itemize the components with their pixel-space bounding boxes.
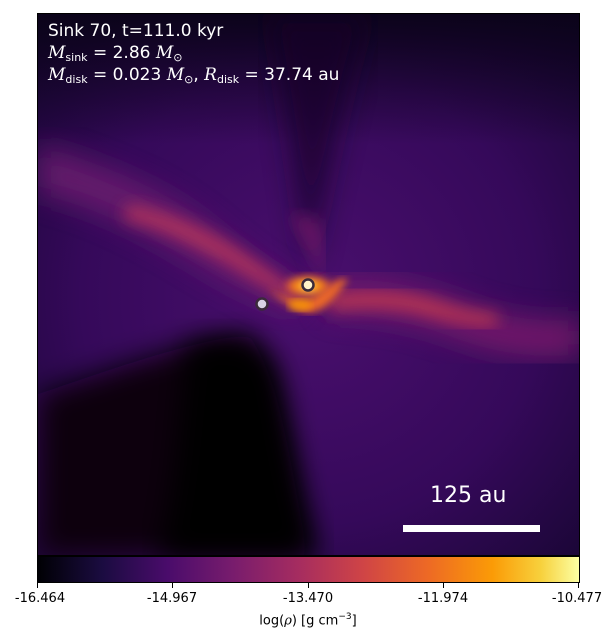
scale-bar: [403, 525, 540, 532]
colorbar-tick-label: -11.974: [417, 591, 469, 606]
colorbar-tick-label: -14.967: [146, 591, 198, 606]
colorbar-title-exponent: −3: [338, 612, 352, 622]
colorbar-tick-label: -10.477: [551, 591, 603, 606]
sink-title: Sink 70, t=111.0 kyr: [48, 21, 224, 41]
colorbar-tick-mark: [578, 583, 579, 588]
colorbar-tick-mark: [443, 583, 444, 588]
solar-symbol: ⊙: [173, 51, 183, 64]
disk-mass-unit: M: [166, 65, 185, 85]
colorbar-title-prefix: log(: [259, 613, 285, 629]
colorbar-title-unit: ) [g cm: [291, 613, 339, 629]
density-image: [38, 14, 579, 555]
disk-radius-subscript: disk: [216, 73, 240, 86]
sink-mass-value: = 2.86: [92, 43, 151, 63]
disk-info-label: Mdisk = 0.023 M⊙, Rdisk = 37.74 au: [48, 65, 339, 86]
colorbar-tick-mark: [172, 583, 173, 588]
sink-mass-symbol: M: [48, 43, 66, 63]
colorbar-title: log(ρ) [g cm−3]: [259, 612, 356, 628]
colorbar-tick-mark: [37, 583, 38, 588]
colorbar: [37, 556, 580, 583]
colorbar-title-rho: ρ: [284, 613, 292, 629]
disk-separator: ,: [193, 65, 199, 85]
density-map: Sink 70, t=111.0 kyr Msink = 2.86 M⊙ Mdi…: [37, 13, 580, 556]
colorbar-tick-mark: [308, 583, 309, 588]
colorbar-tick-label: -13.470: [282, 591, 334, 606]
colorbar-title-suffix: ]: [351, 613, 357, 629]
disk-mass-value: = 0.023: [92, 65, 162, 85]
disk-radius-symbol: R: [204, 65, 217, 85]
sink-left-marker: [255, 297, 269, 311]
disk-solar-symbol: ⊙: [184, 73, 194, 86]
scale-bar-label: 125 au: [430, 483, 507, 508]
disk-mass-subscript: disk: [65, 73, 88, 86]
sink-right-marker: [301, 278, 315, 292]
disk-mass-symbol: M: [48, 65, 66, 85]
sink-mass-unit: M: [155, 43, 174, 63]
sink-mass-subscript: sink: [65, 51, 88, 64]
disk-radius-value: = 37.74 au: [244, 65, 340, 85]
sink-mass-label: Msink = 2.86 M⊙: [48, 43, 183, 64]
colorbar-tick-label: -16.464: [14, 591, 66, 606]
